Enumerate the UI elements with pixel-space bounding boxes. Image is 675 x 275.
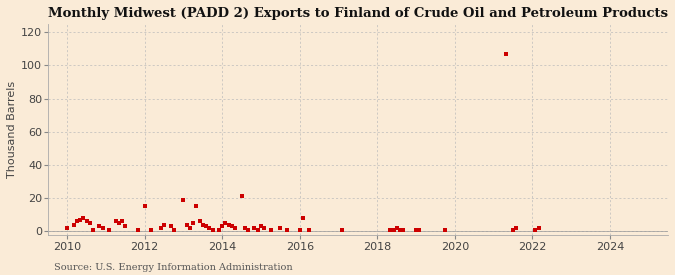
Point bbox=[194, 219, 205, 224]
Point bbox=[94, 224, 105, 229]
Point bbox=[68, 222, 79, 227]
Point bbox=[236, 194, 247, 199]
Point bbox=[385, 227, 396, 232]
Point bbox=[259, 226, 269, 230]
Point bbox=[185, 226, 196, 230]
Point bbox=[146, 227, 157, 232]
Point bbox=[168, 227, 179, 232]
Point bbox=[336, 227, 347, 232]
Point bbox=[265, 227, 276, 232]
Point bbox=[165, 224, 176, 229]
Point bbox=[110, 219, 121, 224]
Point bbox=[178, 197, 189, 202]
Title: Monthly Midwest (PADD 2) Exports to Finland of Crude Oil and Petroleum Products: Monthly Midwest (PADD 2) Exports to Finl… bbox=[48, 7, 668, 20]
Point bbox=[159, 222, 169, 227]
Point bbox=[501, 51, 512, 56]
Point bbox=[113, 221, 124, 225]
Point bbox=[200, 224, 211, 229]
Point bbox=[81, 219, 92, 224]
Point bbox=[240, 226, 250, 230]
Point bbox=[256, 224, 267, 229]
Point bbox=[117, 219, 128, 224]
Point bbox=[511, 226, 522, 230]
Point bbox=[72, 219, 82, 224]
Point bbox=[392, 226, 402, 230]
Text: Source: U.S. Energy Information Administration: Source: U.S. Energy Information Administ… bbox=[54, 263, 293, 272]
Point bbox=[394, 227, 405, 232]
Point bbox=[414, 227, 425, 232]
Point bbox=[230, 226, 240, 230]
Point bbox=[104, 227, 115, 232]
Point bbox=[294, 227, 305, 232]
Point bbox=[530, 227, 541, 232]
Point bbox=[217, 224, 227, 229]
Point bbox=[410, 227, 421, 232]
Point bbox=[191, 204, 202, 209]
Point bbox=[533, 226, 544, 230]
Point bbox=[74, 218, 85, 222]
Point bbox=[198, 222, 209, 227]
Point bbox=[223, 222, 234, 227]
Point bbox=[204, 226, 215, 230]
Point bbox=[275, 226, 286, 230]
Point bbox=[181, 222, 192, 227]
Point bbox=[304, 227, 315, 232]
Point bbox=[508, 227, 518, 232]
Point bbox=[97, 226, 108, 230]
Point bbox=[139, 204, 150, 209]
Point bbox=[298, 216, 308, 220]
Point bbox=[227, 224, 238, 229]
Point bbox=[156, 226, 167, 230]
Point bbox=[243, 227, 254, 232]
Point bbox=[78, 216, 89, 220]
Point bbox=[207, 227, 218, 232]
Point bbox=[88, 227, 99, 232]
Point bbox=[62, 226, 73, 230]
Point bbox=[388, 227, 399, 232]
Point bbox=[214, 227, 225, 232]
Y-axis label: Thousand Barrels: Thousand Barrels bbox=[7, 81, 17, 178]
Point bbox=[398, 227, 408, 232]
Point bbox=[220, 221, 231, 225]
Point bbox=[281, 227, 292, 232]
Point bbox=[439, 227, 450, 232]
Point bbox=[249, 226, 260, 230]
Point bbox=[188, 221, 198, 225]
Point bbox=[252, 227, 263, 232]
Point bbox=[120, 224, 131, 229]
Point bbox=[84, 221, 95, 225]
Point bbox=[133, 227, 144, 232]
